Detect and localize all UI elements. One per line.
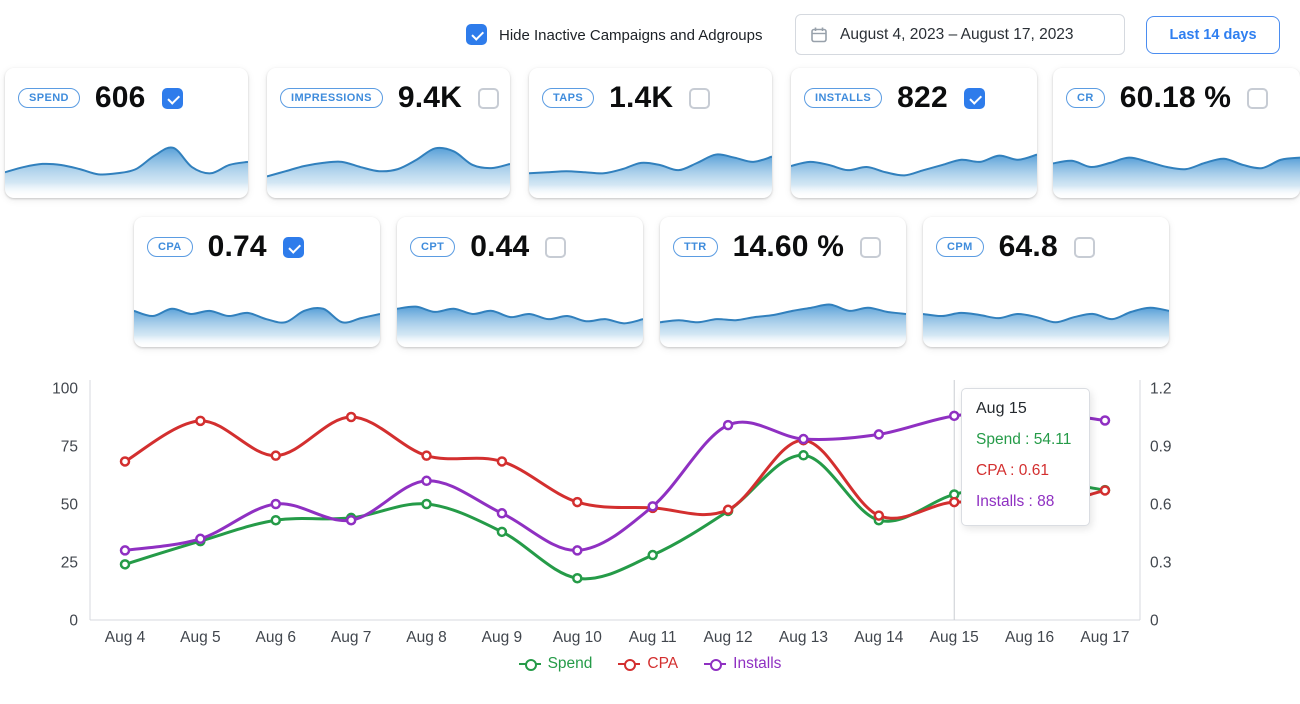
svg-text:Aug 16: Aug 16 xyxy=(1005,629,1054,646)
legend-item-installs[interactable]: Installs xyxy=(704,655,781,673)
metric-checkbox[interactable] xyxy=(477,87,499,109)
metric-badge: CPA xyxy=(147,237,193,257)
metric-value: 60.18 % xyxy=(1119,81,1232,114)
svg-text:Aug 14: Aug 14 xyxy=(854,629,904,646)
metric-card-taps: TAPS 1.4K xyxy=(529,68,772,198)
legend-marker-icon xyxy=(618,658,641,671)
tooltip-installs-value: Installs : 88 xyxy=(976,493,1055,510)
svg-text:25: 25 xyxy=(61,555,78,572)
legend-marker-icon xyxy=(518,658,541,671)
svg-text:Aug 4: Aug 4 xyxy=(105,629,146,646)
metric-value: 14.60 % xyxy=(732,230,845,263)
metric-value: 64.8 xyxy=(998,230,1058,263)
date-range-picker[interactable]: August 4, 2023 – August 17, 2023 xyxy=(795,14,1125,55)
chart-legend: Spend CPA Installs xyxy=(0,655,1300,673)
metric-value: 1.4K xyxy=(609,81,674,114)
sparkline-chart xyxy=(134,306,380,347)
svg-text:0: 0 xyxy=(69,613,78,630)
metric-card-impressions: IMPRESSIONS 9.4K xyxy=(267,68,510,198)
metric-checkbox[interactable] xyxy=(545,236,567,258)
svg-text:0.6: 0.6 xyxy=(1150,497,1172,514)
metric-badge: CR xyxy=(1066,88,1105,108)
metric-value: 822 xyxy=(897,81,948,114)
metric-card-cpa: CPA 0.74 xyxy=(134,217,380,347)
legend-label: CPA xyxy=(647,655,679,672)
metric-badge: CPM xyxy=(936,237,984,257)
sparkline-chart xyxy=(267,146,510,198)
metric-checkbox[interactable] xyxy=(860,236,882,258)
svg-text:0.3: 0.3 xyxy=(1150,555,1172,572)
sparkline-chart xyxy=(791,153,1037,198)
metric-card-cr: CR 60.18 % xyxy=(1053,68,1300,198)
sparkline-chart xyxy=(397,305,643,347)
sparkline-chart xyxy=(660,303,906,347)
svg-text:Aug 6: Aug 6 xyxy=(256,629,297,646)
metric-checkbox[interactable] xyxy=(282,236,304,258)
svg-text:50: 50 xyxy=(61,497,79,514)
svg-text:Aug 12: Aug 12 xyxy=(704,629,753,646)
calendar-icon xyxy=(811,27,827,42)
metric-badge: TAPS xyxy=(542,88,595,108)
hide-inactive-label[interactable]: Hide Inactive Campaigns and Adgroups xyxy=(499,27,763,44)
svg-text:1.2: 1.2 xyxy=(1150,381,1172,398)
tooltip-date: Aug 15 xyxy=(976,400,1027,417)
main-line-chart: 0 25 50 75 100 0 0.3 0.6 0.9 1.2 Aug 4 Aug 5 Aug 6 Au… xyxy=(0,378,1300,654)
metric-checkbox[interactable] xyxy=(161,87,183,109)
metric-checkbox[interactable] xyxy=(1073,236,1095,258)
line-chart-canvas[interactable]: 0 25 50 75 100 0 0.3 0.6 0.9 1.2 Aug 4 Aug 5 Aug 6 Au… xyxy=(0,378,1300,654)
sparkline-chart xyxy=(923,306,1169,347)
date-range-text: August 4, 2023 – August 17, 2023 xyxy=(840,25,1074,43)
svg-text:0.9: 0.9 xyxy=(1150,439,1172,456)
svg-text:Aug 7: Aug 7 xyxy=(331,629,372,646)
metric-badge: INSTALLS xyxy=(804,88,883,108)
legend-label: Spend xyxy=(547,655,593,672)
metric-card-cpt: CPT 0.44 xyxy=(397,217,643,347)
metric-card-ttr: TTR 14.60 % xyxy=(660,217,906,347)
sparkline-chart xyxy=(5,146,248,198)
metric-value: 9.4K xyxy=(397,81,462,114)
metric-value: 606 xyxy=(94,81,146,114)
metric-value: 0.44 xyxy=(470,230,530,263)
svg-text:Aug 17: Aug 17 xyxy=(1080,629,1129,646)
tooltip-cpa-value: CPA : 0.61 xyxy=(976,462,1049,479)
svg-text:Aug 9: Aug 9 xyxy=(482,629,523,646)
svg-text:Aug 13: Aug 13 xyxy=(779,629,828,646)
legend-marker-icon xyxy=(704,658,727,671)
svg-text:Aug 11: Aug 11 xyxy=(629,629,677,646)
svg-text:0: 0 xyxy=(1150,613,1159,630)
svg-text:Aug 10: Aug 10 xyxy=(553,629,603,646)
metric-checkbox[interactable] xyxy=(1247,87,1269,109)
metric-checkbox[interactable] xyxy=(689,87,711,109)
svg-text:Aug 8: Aug 8 xyxy=(406,629,447,646)
metric-card-spend: SPEND 606 xyxy=(5,68,248,198)
svg-text:Aug 15: Aug 15 xyxy=(930,629,979,646)
tooltip-spend-value: Spend : 54.11 xyxy=(976,431,1072,448)
metric-badge: TTR xyxy=(673,237,718,257)
sparkline-chart xyxy=(529,153,772,198)
svg-text:Aug 5: Aug 5 xyxy=(180,629,221,646)
metric-card-cpm: CPM 64.8 xyxy=(923,217,1169,347)
legend-item-cpa[interactable]: CPA xyxy=(618,655,678,673)
sparkline-chart xyxy=(1053,156,1300,198)
metric-card-installs: INSTALLS 822 xyxy=(791,68,1037,198)
hide-inactive-checkbox[interactable] xyxy=(466,24,487,45)
legend-label: Installs xyxy=(733,655,782,672)
legend-item-spend[interactable]: Spend xyxy=(518,655,593,673)
metric-value: 0.74 xyxy=(207,230,267,263)
last-14-days-button[interactable]: Last 14 days xyxy=(1146,16,1280,54)
svg-text:100: 100 xyxy=(52,381,78,398)
metric-badge: SPEND xyxy=(18,88,80,108)
metric-checkbox[interactable] xyxy=(963,87,985,109)
chart-tooltip: Aug 15 Spend : 54.11 CPA : 0.61 Installs… xyxy=(961,388,1090,526)
metric-badge: IMPRESSIONS xyxy=(280,88,383,108)
svg-text:75: 75 xyxy=(61,439,78,456)
metric-badge: CPT xyxy=(410,237,456,257)
